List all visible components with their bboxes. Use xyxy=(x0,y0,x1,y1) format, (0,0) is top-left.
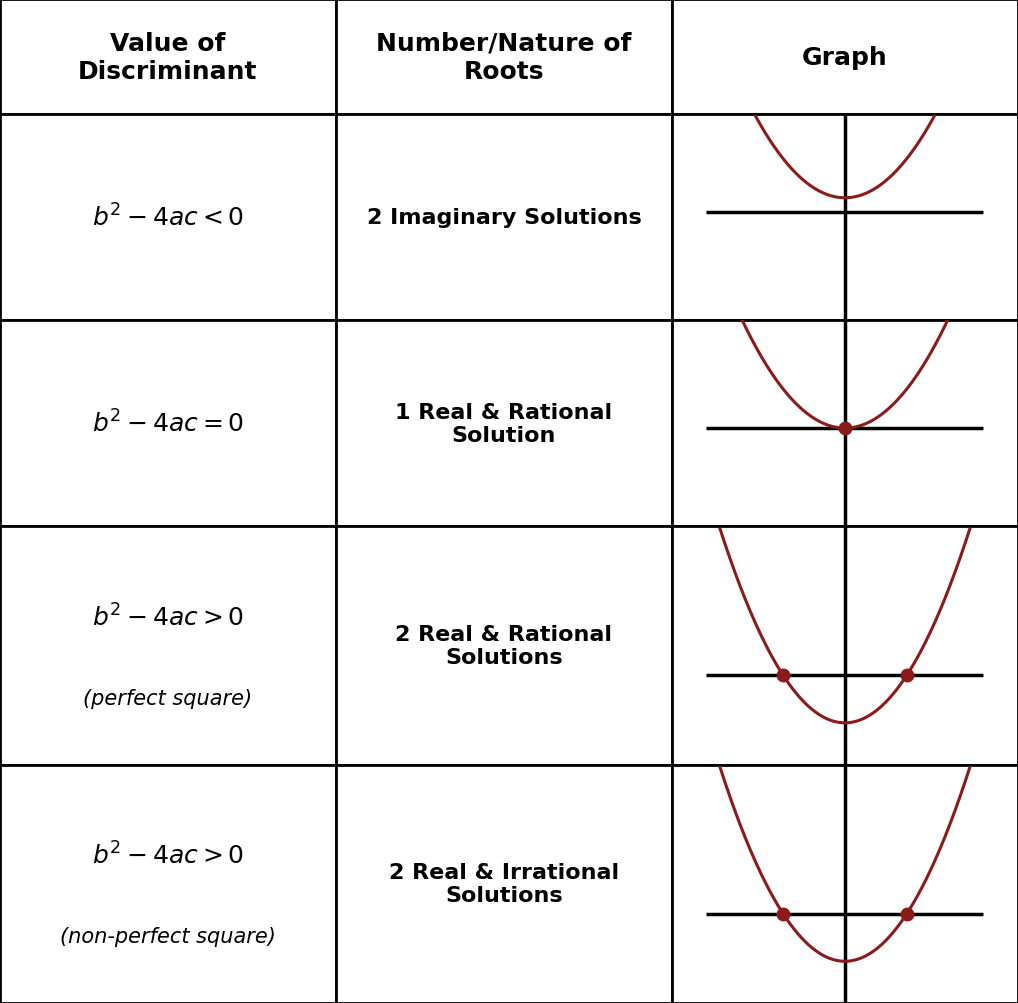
Text: $b^2 - 4ac > 0$: $b^2 - 4ac > 0$ xyxy=(92,842,244,869)
Text: (non-perfect square): (non-perfect square) xyxy=(60,927,276,946)
Text: Number/Nature of
Roots: Number/Nature of Roots xyxy=(377,32,631,83)
Text: $b^2 - 4ac > 0$: $b^2 - 4ac > 0$ xyxy=(92,604,244,631)
Text: $b^2 - 4ac < 0$: $b^2 - 4ac < 0$ xyxy=(92,205,244,232)
Text: Value of
Discriminant: Value of Discriminant xyxy=(78,32,258,83)
Text: Graph: Graph xyxy=(802,46,888,69)
Text: $b^2 - 4ac = 0$: $b^2 - 4ac = 0$ xyxy=(92,410,244,437)
Text: 2 Real & Rational
Solutions: 2 Real & Rational Solutions xyxy=(395,624,613,667)
Text: 2 Real & Irrational
Solutions: 2 Real & Irrational Solutions xyxy=(389,863,619,906)
Text: (perfect square): (perfect square) xyxy=(83,688,252,708)
Text: 1 Real & Rational
Solution: 1 Real & Rational Solution xyxy=(395,402,613,445)
Text: 2 Imaginary Solutions: 2 Imaginary Solutions xyxy=(366,209,641,228)
